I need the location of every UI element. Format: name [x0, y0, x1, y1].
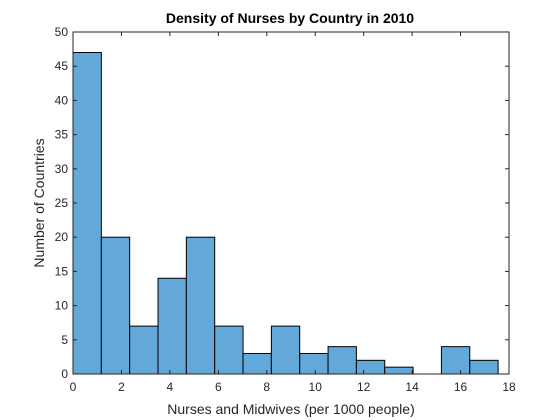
y-tick-label: 15 [55, 264, 69, 278]
y-tick-label: 40 [55, 93, 69, 107]
x-axis-label: Nurses and Midwives (per 1000 people) [167, 401, 414, 417]
x-tick-label: 4 [167, 380, 174, 394]
histogram-bar [469, 359, 499, 375]
chart-title: Density of Nurses by Country in 2010 [166, 10, 414, 26]
y-tick-label: 10 [55, 299, 69, 313]
histogram-bar [384, 366, 414, 375]
y-axis: 0 5 10 15 20 25 30 35 40 45 50 [55, 25, 509, 381]
x-tick-label: 0 [70, 380, 77, 394]
histogram-bar [185, 236, 216, 375]
histogram-bar [214, 325, 244, 375]
histogram-bar [355, 359, 386, 375]
histogram-bar [299, 352, 329, 375]
x-tick-label: 16 [454, 380, 468, 394]
histogram-bar [327, 346, 357, 375]
histogram-bar [440, 346, 471, 375]
y-tick-label: 0 [61, 367, 68, 381]
x-tick-label: 6 [215, 380, 222, 394]
histogram-bar [157, 277, 187, 375]
histogram-bar [270, 325, 301, 375]
bars-group [72, 52, 499, 375]
plot-area [72, 31, 510, 375]
y-tick-label: 20 [55, 230, 69, 244]
histogram-bar [72, 52, 102, 375]
x-axis: 0 2 4 6 8 10 12 14 16 18 [70, 32, 516, 394]
histogram-bar [129, 325, 159, 375]
y-axis-label: Number of Countries [31, 138, 47, 267]
histogram-bar [100, 236, 131, 375]
y-tick-label: 35 [55, 128, 69, 142]
y-tick-label: 5 [61, 333, 68, 347]
x-tick-label: 2 [118, 380, 125, 394]
x-tick-label: 18 [502, 380, 516, 394]
y-tick-label: 45 [55, 59, 69, 73]
x-tick-label: 12 [357, 380, 371, 394]
x-tick-label: 8 [263, 380, 270, 394]
x-tick-label: 14 [405, 380, 419, 394]
y-tick-label: 30 [55, 162, 69, 176]
y-tick-label: 25 [55, 196, 69, 210]
x-tick-label: 10 [309, 380, 323, 394]
y-tick-label: 50 [55, 25, 69, 39]
